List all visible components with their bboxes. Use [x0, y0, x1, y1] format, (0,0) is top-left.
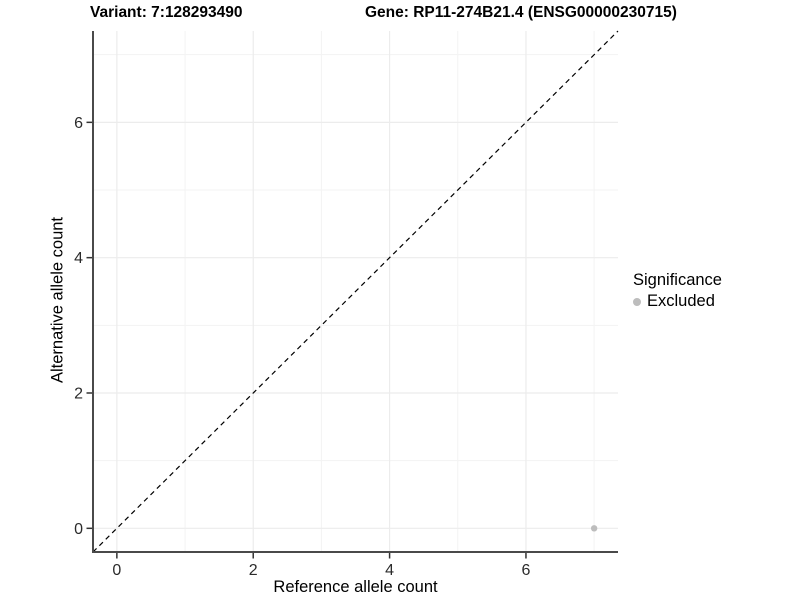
x-tick-label: 6	[522, 562, 531, 579]
variant-title: Variant: 7:128293490	[90, 4, 243, 21]
legend: Significance Excluded	[629, 271, 722, 311]
data-point	[590, 525, 598, 532]
legend-title: Significance	[633, 271, 722, 289]
y-axis-title: Alternative allele count	[48, 216, 67, 384]
legend-point-icon	[633, 297, 641, 306]
y-tick-label: 6	[74, 115, 83, 132]
y-tick-label: 0	[74, 521, 83, 538]
y-tick-label: 2	[74, 385, 83, 402]
identity-dashed-line	[92, 30, 619, 553]
legend-item-label: Excluded	[647, 292, 715, 310]
x-tick-label: 0	[112, 562, 121, 579]
x-tick-label: 2	[249, 562, 258, 579]
x-tick-label: 4	[385, 562, 394, 579]
legend-item-excluded: Excluded	[629, 292, 722, 311]
y-tick-label: 4	[74, 250, 83, 267]
gene-title: Gene: RP11-274B21.4 (ENSG00000230715)	[365, 4, 677, 21]
x-axis-title: Reference allele count	[273, 578, 438, 596]
